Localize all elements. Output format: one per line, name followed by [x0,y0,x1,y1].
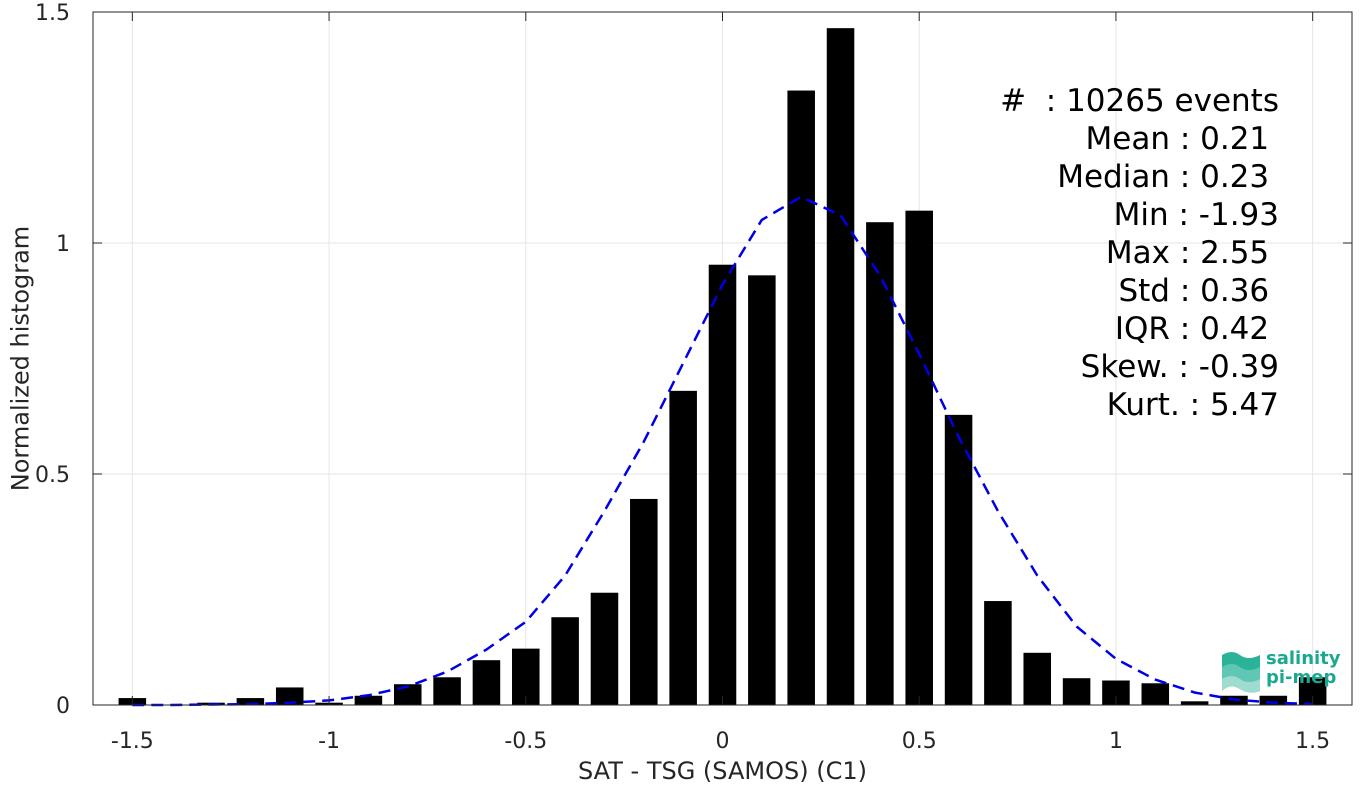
histogram-bar [1259,695,1288,705]
x-tick-label: 0.5 [902,729,937,754]
x-tick-label: 0 [716,729,730,754]
histogram-bar [1023,652,1052,705]
histogram-bar [590,592,619,705]
histogram-bar [748,275,776,705]
y-tick-label: 0.5 [35,463,70,488]
y-tick-labels: 0 0.5 1 1.5 [35,1,70,719]
x-tick-label: -1.5 [111,729,154,754]
histogram-bar [866,222,894,705]
x-axis-label: SAT - TSG (SAMOS) (C1) [578,757,867,785]
stat-events: # : 10265 events [1000,83,1279,119]
logo-text-line1: salinity [1266,648,1341,669]
histogram-bar [551,617,579,705]
y-tick-label: 0 [56,694,70,719]
y-tick-label: 1 [56,232,70,257]
stat-mean: Mean : 0.21 [1085,121,1279,157]
stat-min: Min : -1.93 [1113,197,1279,233]
histogram-bar [236,698,265,705]
histogram-bar [905,210,933,705]
y-tick-label: 1.5 [35,1,70,26]
histogram-bar [826,28,855,706]
axis-ticks [93,11,1352,706]
stat-max: Max : 2.55 [1105,235,1279,271]
histogram-bar [708,264,737,705]
histogram-bar [354,695,383,705]
wave-logo-icon [1222,652,1260,693]
stat-iqr: IQR : 0.42 [1114,311,1279,347]
x-tick-label: -0.5 [504,729,547,754]
logo-text-line2: pi-mep [1266,667,1337,688]
stat-skew: Skew. : -0.39 [1080,349,1279,385]
histogram-bar [669,390,697,705]
histogram-bar [630,498,658,705]
x-tick-label: 1 [1109,729,1123,754]
histogram-bar [472,660,501,705]
stat-std: Std : 0.36 [1118,273,1279,309]
histogram-bar [393,684,422,705]
y-axis-label: Normalized histogram [6,226,34,491]
histogram-bars [118,28,1327,706]
x-tick-label: -1 [318,729,340,754]
histogram-bar [433,677,461,705]
histogram-bar [512,648,540,705]
stat-median: Median : 0.23 [1057,159,1279,195]
histogram-bar [1141,683,1170,705]
x-tick-labels: -1.5 -1 -0.5 0 0.5 1 1.5 [111,729,1330,754]
histogram-bar [984,601,1012,705]
salinity-pimep-logo: salinity pi-mep [1218,645,1348,697]
x-tick-label: 1.5 [1295,729,1330,754]
statistics-annotation: # : 10265 events Mean : 0.21 Median : 0.… [1000,82,1279,424]
stat-kurt: Kurt. : 5.47 [1106,387,1279,423]
histogram-bar [275,687,304,705]
histogram-bar [1062,678,1091,705]
histogram-bar [787,90,815,706]
histogram-bar [1180,701,1209,705]
histogram-bar [944,414,973,705]
